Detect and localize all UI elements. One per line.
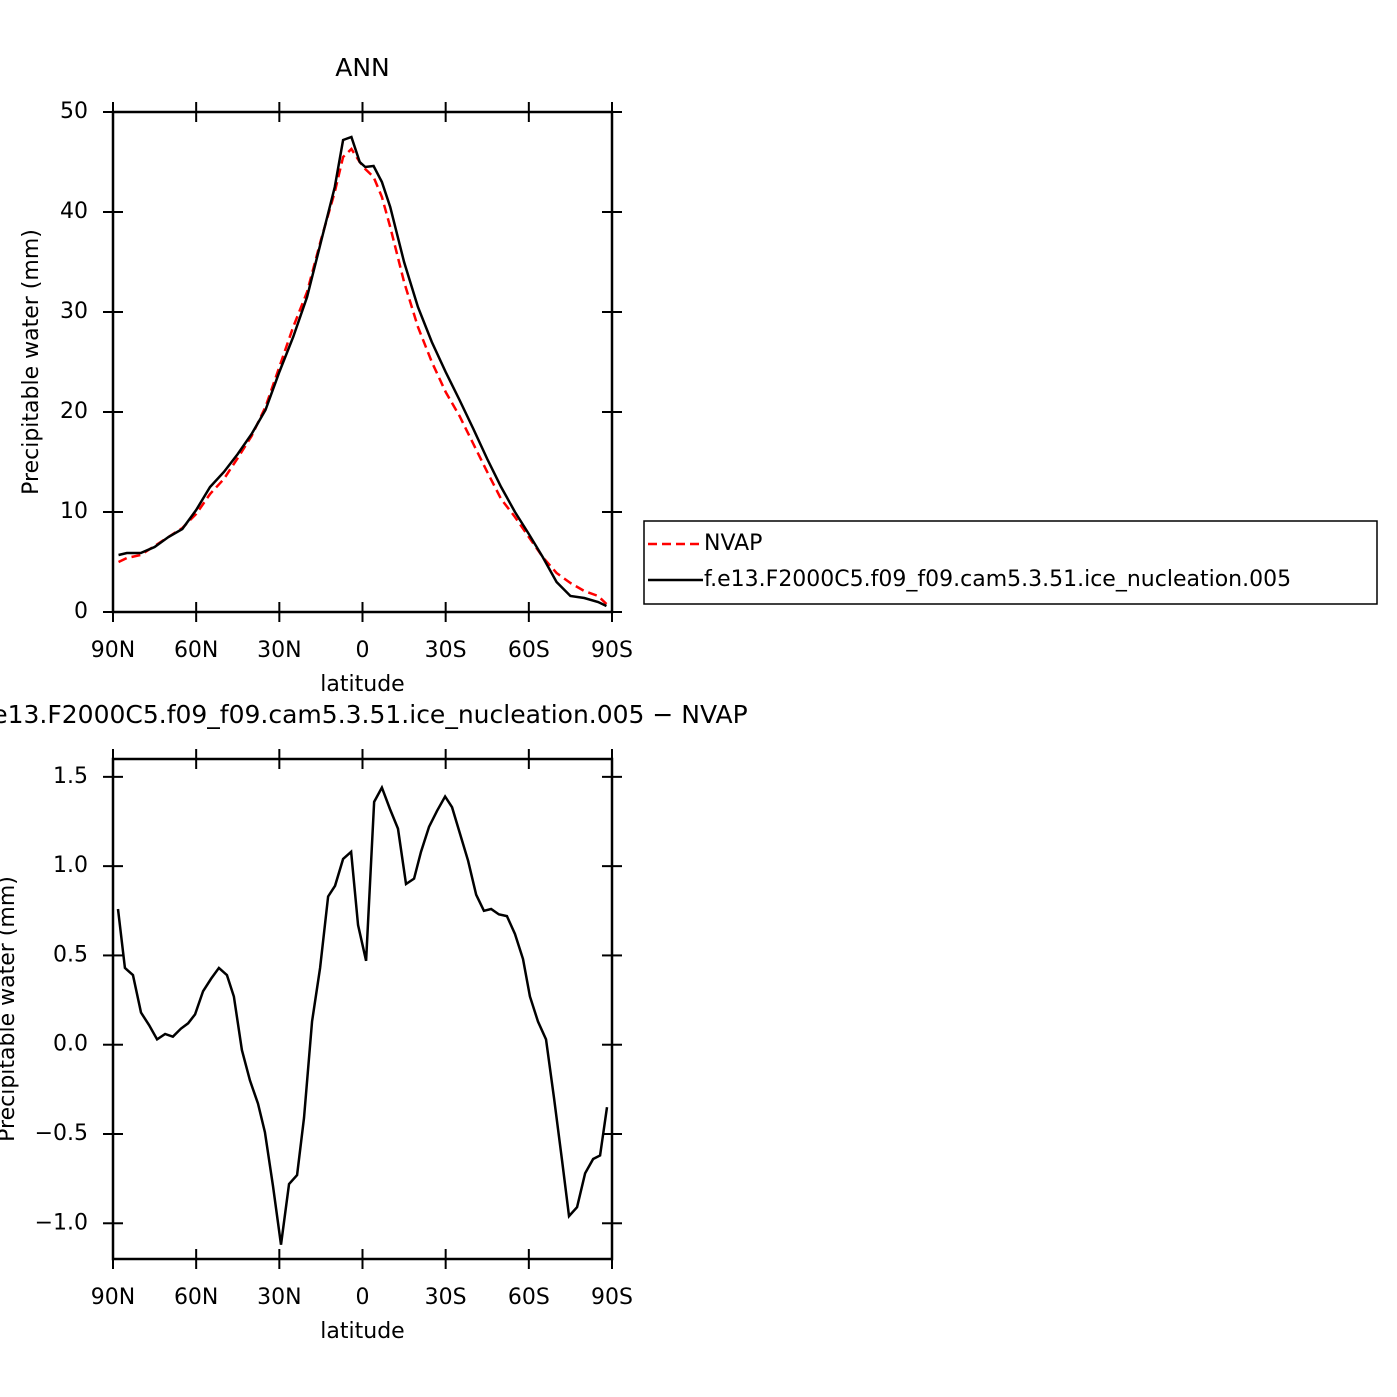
x-tick-label: 60N bbox=[174, 1285, 218, 1310]
legend-label: f.e13.F2000C5.f09_f09.cam5.3.51.ice_nucl… bbox=[704, 567, 1291, 592]
x-tick-label: 60S bbox=[508, 1285, 550, 1310]
plot-frame bbox=[111, 757, 614, 1261]
x-tick-label: 0 bbox=[356, 638, 370, 663]
x-tick-label: 30N bbox=[257, 1285, 301, 1310]
legend-box bbox=[643, 520, 1378, 605]
x-tick-label: 90S bbox=[591, 1285, 633, 1310]
plot-frame bbox=[111, 110, 614, 614]
legend-label: NVAP bbox=[704, 531, 762, 556]
x-tick-label: 90S bbox=[591, 638, 633, 663]
data-line bbox=[118, 135, 608, 608]
x-tick-label: 0 bbox=[356, 1285, 370, 1310]
y-tick-label: −1.0 bbox=[35, 1210, 88, 1235]
x-tick-label: 90N bbox=[91, 1285, 135, 1310]
y-axis-label: Precipitable water (mm) bbox=[0, 876, 20, 1142]
x-tick-label: 30S bbox=[425, 638, 467, 663]
x-tick-label: 60N bbox=[174, 638, 218, 663]
y-tick-label: −0.5 bbox=[35, 1121, 88, 1146]
y-tick-label: 10 bbox=[60, 499, 88, 524]
x-tick-label: 60S bbox=[508, 638, 550, 663]
y-tick-label: 1.5 bbox=[53, 764, 88, 789]
chart-title: f.e13.F2000C5.f09_f09.cam5.3.51.ice_nucl… bbox=[0, 700, 748, 729]
y-tick-label: 30 bbox=[60, 299, 88, 324]
y-tick-label: 0.5 bbox=[53, 942, 88, 967]
y-tick-label: 0 bbox=[74, 599, 88, 624]
x-axis-label: latitude bbox=[320, 1319, 404, 1344]
y-tick-label: 1.0 bbox=[53, 853, 88, 878]
y-tick-label: 40 bbox=[60, 199, 88, 224]
y-tick-label: 20 bbox=[60, 399, 88, 424]
x-axis-label: latitude bbox=[320, 672, 404, 697]
x-tick-label: 30S bbox=[425, 1285, 467, 1310]
y-axis-label: Precipitable water (mm) bbox=[19, 229, 44, 495]
y-tick-label: 50 bbox=[60, 99, 88, 124]
y-tick-label: 0.0 bbox=[53, 1032, 88, 1057]
x-tick-label: 30N bbox=[257, 638, 301, 663]
chart-title: ANN bbox=[335, 53, 390, 82]
x-tick-label: 90N bbox=[91, 638, 135, 663]
data-line bbox=[116, 784, 609, 1245]
data-line bbox=[117, 147, 608, 605]
